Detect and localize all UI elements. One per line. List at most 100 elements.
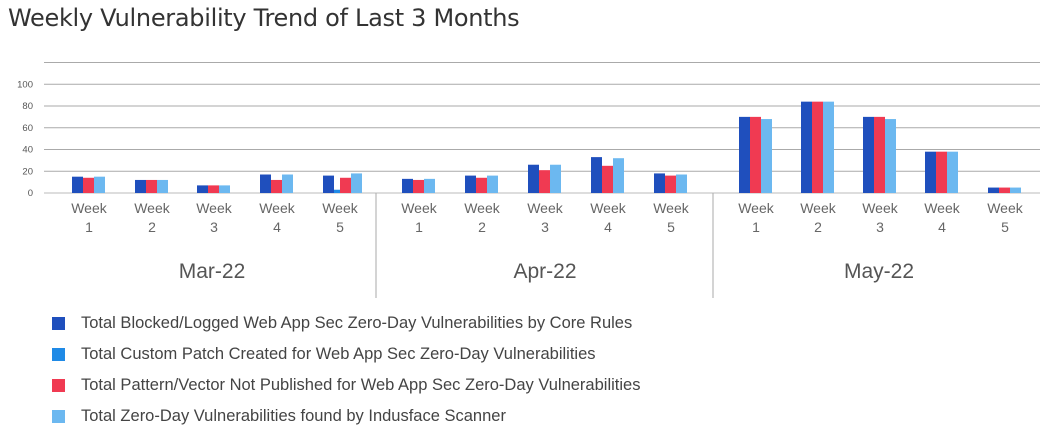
bar [654, 173, 665, 193]
x-tick-label: Week [196, 200, 233, 216]
x-tick-label: 2 [148, 219, 156, 235]
bar [323, 175, 334, 193]
legend-item: Total Zero-Day Vulnerabilities found by … [52, 401, 640, 432]
bar [602, 165, 613, 193]
group-label: Mar-22 [179, 260, 246, 283]
chart-title: Weekly Vulnerability Trend of Last 3 Mon… [8, 4, 520, 32]
legend-label: Total Custom Patch Created for Web App S… [81, 345, 596, 363]
y-tick-label: 0 [28, 188, 33, 199]
legend-swatch [52, 379, 65, 392]
x-tick-label: 3 [541, 219, 549, 235]
x-tick-label: Week [738, 200, 775, 216]
legend-item: Total Blocked/Logged Web App Sec Zero-Da… [52, 308, 640, 339]
bar [665, 175, 676, 193]
bar [94, 176, 105, 193]
bar [988, 187, 999, 193]
bar [260, 174, 271, 193]
legend-item: Total Custom Patch Created for Web App S… [52, 339, 640, 370]
y-tick-label: 40 [22, 145, 33, 156]
x-tick-label: Week [924, 200, 961, 216]
bar [402, 178, 413, 193]
bar [219, 185, 230, 193]
bar [528, 164, 539, 193]
bar [424, 178, 435, 193]
x-tick-label: Week [590, 200, 627, 216]
x-tick-label: Week [800, 200, 837, 216]
x-tick-label: Week [987, 200, 1024, 216]
x-tick-label: Week [322, 200, 359, 216]
bar [761, 119, 772, 193]
x-tick-label: 1 [752, 219, 760, 235]
bar [676, 174, 687, 193]
bar [72, 176, 83, 193]
legend-label: Total Zero-Day Vulnerabilities found by … [81, 407, 506, 425]
bar [487, 175, 498, 193]
bar [885, 119, 896, 193]
legend-label: Total Blocked/Logged Web App Sec Zero-Da… [81, 314, 633, 332]
group-label: May-22 [844, 260, 914, 283]
bar [863, 116, 874, 193]
bar [351, 173, 362, 193]
chart-legend: Total Blocked/Logged Web App Sec Zero-Da… [52, 308, 640, 432]
legend-swatch [52, 317, 65, 330]
x-tick-label: 1 [415, 219, 423, 235]
x-tick-label: Week [653, 200, 690, 216]
bar [465, 175, 476, 193]
bar [936, 151, 947, 193]
x-tick-label: Week [134, 200, 171, 216]
x-tick-label: 5 [1001, 219, 1009, 235]
bar [413, 179, 424, 193]
bar [146, 179, 157, 193]
y-tick-label: 100 [17, 79, 33, 90]
bar [271, 179, 282, 193]
y-tick-label: 20 [22, 166, 33, 177]
bar [334, 189, 340, 193]
x-tick-label: 5 [667, 219, 675, 235]
group-label: Apr-22 [513, 260, 576, 283]
bar [999, 187, 1010, 193]
x-tick-label: 4 [273, 219, 281, 235]
bar [282, 174, 293, 193]
bar [83, 177, 94, 193]
x-tick-label: 3 [876, 219, 884, 235]
bar [208, 185, 219, 193]
bar [613, 158, 624, 193]
bar [476, 177, 487, 193]
x-tick-label: Week [527, 200, 564, 216]
bar [823, 101, 834, 193]
x-tick-label: Week [862, 200, 899, 216]
bar [157, 179, 168, 193]
x-tick-label: 2 [814, 219, 822, 235]
x-tick-label: Week [71, 200, 108, 216]
bar [550, 164, 561, 193]
bar [591, 157, 602, 193]
y-tick-label: 80 [22, 101, 33, 112]
bar [925, 151, 936, 193]
bar [539, 170, 550, 193]
legend-item: Total Pattern/Vector Not Published for W… [52, 370, 640, 401]
x-tick-label: 1 [85, 219, 93, 235]
bar [874, 116, 885, 193]
x-tick-label: 4 [938, 219, 946, 235]
x-tick-label: Week [464, 200, 501, 216]
x-tick-label: Week [401, 200, 438, 216]
legend-swatch [52, 410, 65, 423]
bar [739, 116, 750, 193]
bar [947, 151, 958, 193]
bar [197, 185, 208, 193]
bar [812, 101, 823, 193]
bar [1010, 187, 1021, 193]
bar [340, 177, 351, 193]
x-tick-label: 4 [604, 219, 612, 235]
legend-label: Total Pattern/Vector Not Published for W… [81, 376, 641, 394]
y-tick-label: 60 [22, 123, 33, 134]
bar [801, 101, 812, 193]
bar [750, 116, 761, 193]
x-tick-label: Week [259, 200, 296, 216]
x-tick-label: 3 [210, 219, 218, 235]
legend-swatch [52, 348, 65, 361]
x-tick-label: 2 [478, 219, 486, 235]
bar [135, 179, 146, 193]
x-tick-label: 5 [336, 219, 344, 235]
